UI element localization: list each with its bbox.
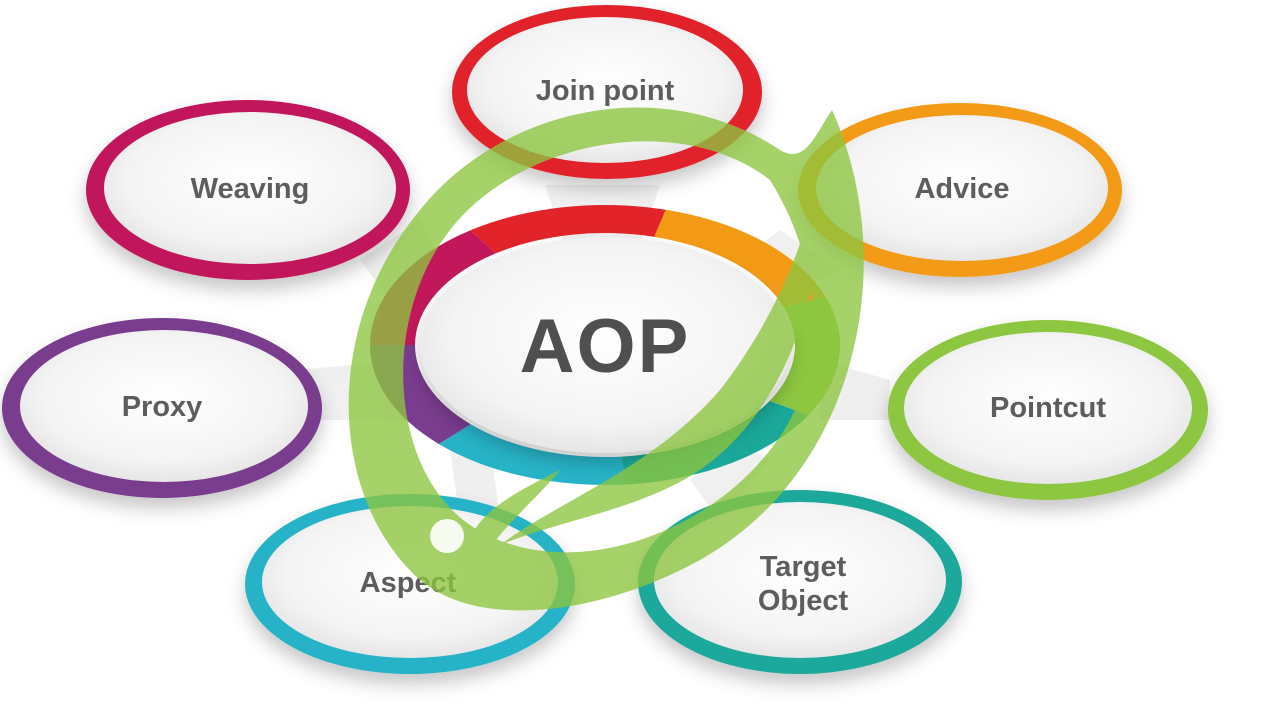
- leaf-inner-stroke: [500, 110, 832, 545]
- node-label-target-object-line-1: Target: [760, 551, 847, 583]
- center-ring-segment-join-point: [470, 205, 666, 254]
- spring-leaf-icon: [348, 107, 864, 611]
- leaf-outer-shape: [348, 107, 864, 611]
- center-ring-segment-advice: [654, 209, 826, 307]
- node-disc-advice: [816, 115, 1108, 261]
- node-label-join-point: Join point: [536, 75, 675, 107]
- center-ring-segment-aspect: [438, 424, 626, 485]
- node-weaving: Weaving: [86, 100, 410, 280]
- center-disc: [420, 237, 790, 453]
- node-label-weaving: Weaving: [191, 173, 310, 205]
- node-disc-proxy: [20, 330, 308, 482]
- node-label-target-object-line-2: Object: [758, 585, 849, 617]
- node-disc-weaving: [104, 112, 396, 264]
- node-label-advice: Advice: [914, 173, 1009, 205]
- node-pointcut: Pointcut: [888, 320, 1208, 500]
- node-target-object: Target Object: [638, 490, 962, 674]
- node-advice: Advice: [798, 103, 1122, 277]
- center-label: AOP: [520, 304, 691, 389]
- node-label-proxy: Proxy: [122, 391, 203, 423]
- leaf-hook: [469, 470, 560, 555]
- node-label-pointcut: Pointcut: [990, 392, 1106, 424]
- node-proxy: Proxy: [2, 318, 322, 498]
- leaf-dot: [430, 519, 464, 553]
- node-disc-pointcut: [904, 332, 1192, 484]
